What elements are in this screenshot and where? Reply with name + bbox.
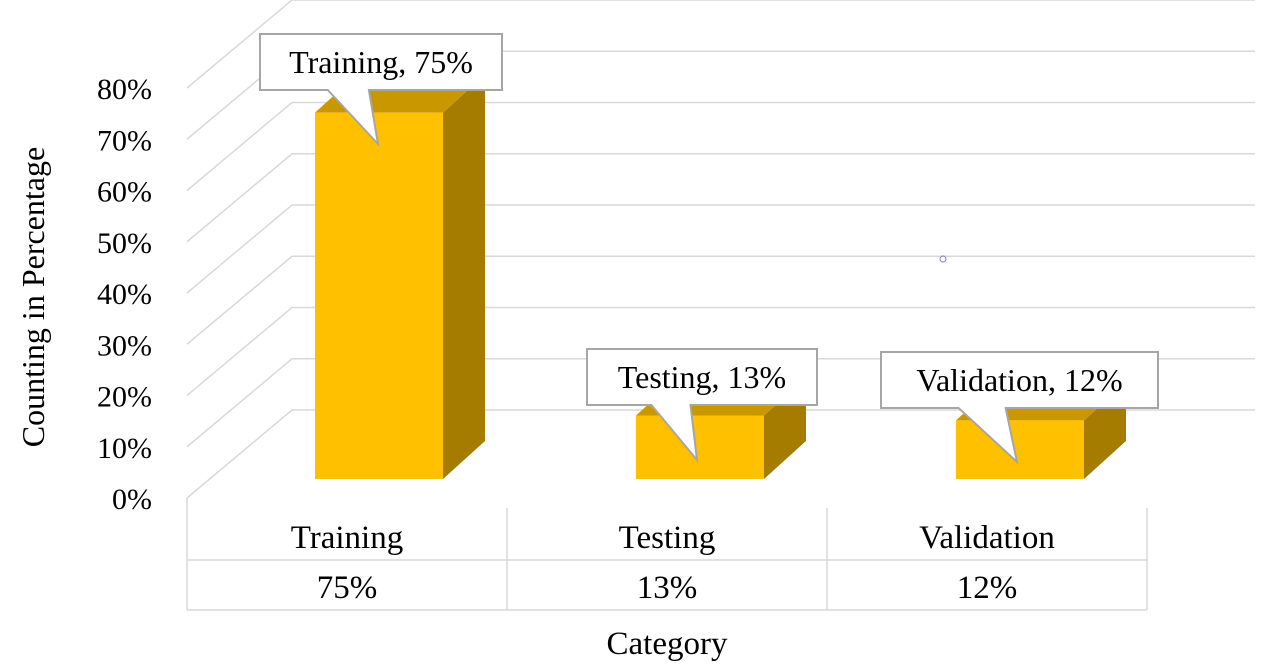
data-labels: Training, 75% Testing, 13% Validation, 12%	[259, 33, 1159, 465]
bar-side	[443, 74, 485, 480]
data-label-text: Testing, 13%	[618, 359, 786, 395]
gridline	[186, 255, 1255, 345]
y-axis-label: Counting in Percentage	[15, 147, 51, 447]
gridline	[186, 204, 1255, 294]
bar	[315, 112, 443, 480]
y-tick-label: 60%	[97, 176, 152, 209]
table-value-label: 13%	[637, 570, 698, 606]
table-category-label: Validation	[919, 520, 1055, 556]
data-label-callout	[586, 348, 818, 464]
data-table: Training 75% Testing 13% Validation 12%	[186, 498, 1148, 611]
bar	[956, 420, 1084, 479]
data-label-callout	[880, 351, 1159, 465]
y-tick-label: 0%	[112, 483, 152, 516]
bar	[636, 415, 764, 479]
data-label-text: Training, 75%	[289, 44, 473, 80]
marker-dot	[939, 255, 947, 263]
gridline	[186, 409, 1255, 499]
gridline	[186, 0, 1255, 89]
gridline	[186, 101, 1255, 192]
y-tick-label: 80%	[97, 73, 152, 106]
table-value-label: 12%	[957, 570, 1018, 606]
gridline	[186, 306, 1255, 397]
data-label-callout	[259, 33, 503, 148]
table-category-label: Testing	[619, 520, 716, 556]
y-axis-ticks: 0% 10% 20% 30% 40% 50% 60% 70% 80%	[97, 73, 152, 516]
y-tick-label: 30%	[97, 329, 152, 362]
table-category-label: Training	[291, 520, 403, 556]
y-tick-label: 10%	[97, 432, 152, 465]
y-tick-label: 40%	[97, 278, 152, 311]
y-tick-label: 20%	[97, 381, 152, 414]
y-tick-label: 50%	[97, 227, 152, 260]
gridline	[186, 153, 1255, 243]
y-tick-label: 70%	[97, 124, 152, 157]
table-value-label: 75%	[317, 570, 378, 606]
gridlines	[186, 0, 1255, 499]
x-axis-label: Category	[607, 626, 728, 662]
data-label-text: Validation, 12%	[916, 362, 1122, 398]
